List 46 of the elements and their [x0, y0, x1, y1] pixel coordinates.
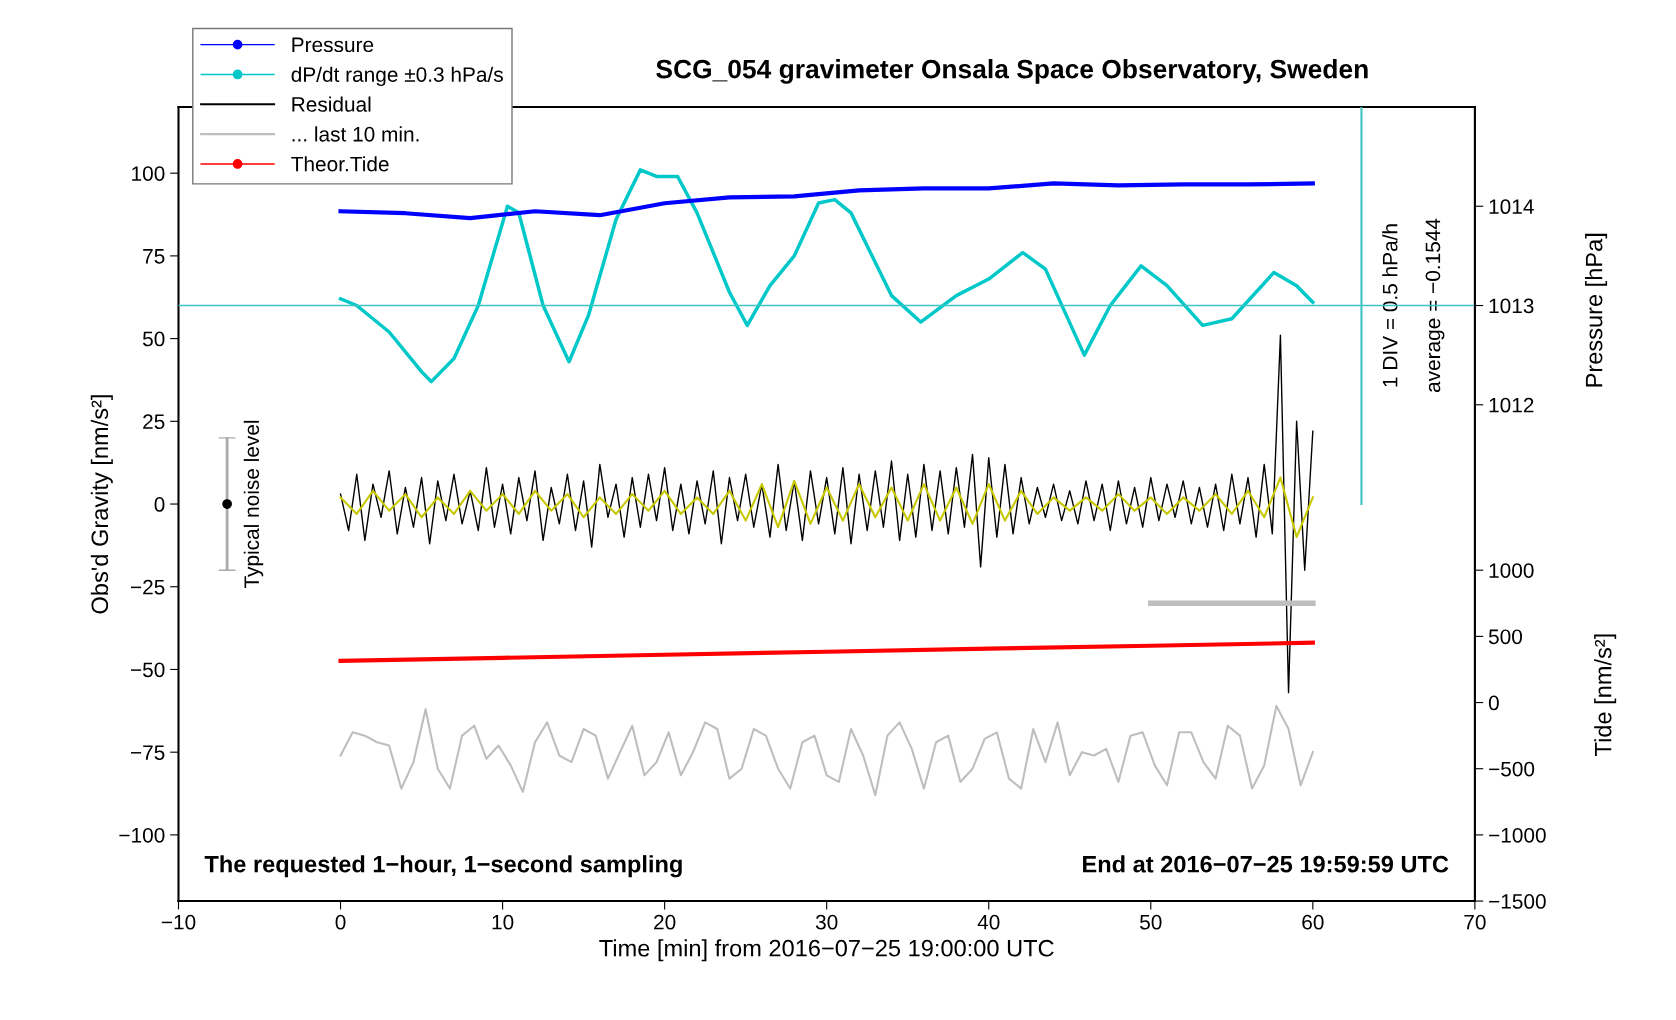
- legend-label: Theor.Tide: [291, 156, 389, 172]
- y-tick-label: −75: [130, 745, 165, 760]
- x-tick-label: −10: [161, 914, 196, 930]
- line-series: [339, 476, 1314, 539]
- annotation: 1 DIV = 0.5 hPa/h: [1382, 224, 1398, 387]
- y3-tick-label: 500: [1488, 629, 1523, 645]
- line-series: [339, 334, 1314, 694]
- y-tick-label: −100: [119, 827, 165, 843]
- annotation: Typical noise level: [243, 420, 264, 589]
- y2-axis-title: Pressure [hPa]: [1585, 233, 1608, 387]
- y-tick-label: −50: [130, 662, 165, 678]
- y-tick-label: −25: [130, 579, 165, 595]
- x-tick-label: 60: [1302, 914, 1324, 930]
- y-axis-title: Obs'd Gravity [nm/s²]: [90, 395, 113, 614]
- y2-tick-label: 1012: [1489, 397, 1534, 413]
- x-tick-label: 50: [1140, 914, 1162, 930]
- y-tick-label: 50: [142, 331, 165, 347]
- x-tick-label: 20: [654, 914, 676, 930]
- line-series: [339, 704, 1314, 797]
- y3-tick-label: −500: [1489, 761, 1535, 777]
- x-axis-title: Time [min] from 2016−07−25 19:00:00 UTC: [599, 939, 1054, 962]
- legend-label: ... last 10 min.: [292, 126, 419, 142]
- x-tick-label: 30: [815, 914, 838, 930]
- line-series: [338, 181, 1315, 221]
- y-tick-label: 75: [143, 249, 165, 264]
- y2-tick-label: 1014: [1489, 199, 1534, 215]
- x-tick-label: 70: [1464, 914, 1486, 930]
- line-series: [338, 640, 1315, 663]
- legend-label: dP/dt range ±0.3 hPa/s: [291, 66, 503, 87]
- y3-tick-label: 0: [1488, 695, 1499, 711]
- y3-tick-label: −1500: [1489, 894, 1546, 909]
- y-tick-label: 0: [154, 497, 165, 512]
- y3-tick-label: 1000: [1489, 563, 1534, 578]
- legend-label: Residual: [292, 96, 371, 112]
- annotation: The requested 1−hour, 1−second sampling: [204, 855, 682, 878]
- legend-label: Pressure: [292, 37, 374, 53]
- annotation: End at 2016−07−25 19:59:59 UTC: [1083, 855, 1449, 873]
- x-tick-label: 0: [335, 914, 346, 930]
- y2-tick-label: 1013: [1489, 298, 1534, 314]
- y-tick-label: 100: [132, 166, 165, 181]
- x-tick-label: 10: [492, 914, 514, 930]
- chart-title: SCG_054 gravimeter Onsala Space Observatory, Sweden: [656, 59, 1368, 84]
- y3-tick-label: −1000: [1489, 827, 1546, 843]
- y-tick-label: 25: [143, 414, 165, 430]
- y3-axis-title: Tide [nm/s²]: [1594, 634, 1617, 756]
- x-tick-label: 40: [977, 914, 1000, 930]
